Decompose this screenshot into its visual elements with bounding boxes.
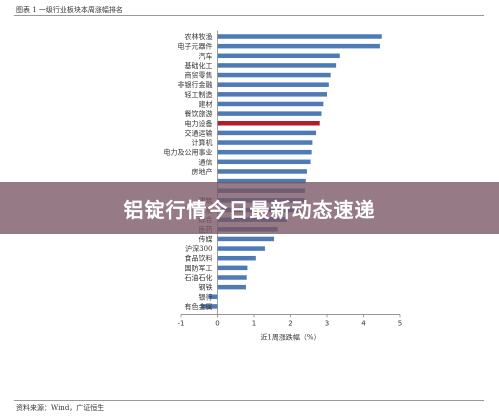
figure-title: 图表 1 一级行业板块本周涨幅排名 xyxy=(16,6,123,14)
bar xyxy=(201,304,218,309)
x-tick-label: 0 xyxy=(215,319,219,327)
bar xyxy=(217,284,246,290)
bar xyxy=(217,246,265,251)
bar xyxy=(217,92,327,97)
category-label: 有色金属 xyxy=(185,302,213,311)
category-label: 沪深300 xyxy=(185,244,212,253)
category-label: 钢铁 xyxy=(199,283,213,292)
bar xyxy=(217,63,337,68)
category-label: 基础化工 xyxy=(185,61,213,70)
bar xyxy=(208,294,218,300)
category-label: 食品饮料 xyxy=(185,254,213,263)
category-label: 国防军工 xyxy=(185,263,213,272)
bar xyxy=(217,34,382,39)
bar xyxy=(217,169,307,174)
bar xyxy=(217,140,313,145)
bar xyxy=(217,236,275,242)
category-label: 餐饮旅游 xyxy=(185,109,213,118)
bar xyxy=(217,265,248,271)
category-label: 电力设备 xyxy=(185,119,213,128)
category-label: 通信 xyxy=(199,157,213,166)
category-label: 房地产 xyxy=(192,167,213,176)
bar xyxy=(217,275,247,280)
category-label: 商贸零售 xyxy=(185,71,213,80)
headline-text: 铝锭行情今日最新动态速递 xyxy=(123,197,376,222)
headline-banner: 铝锭行情今日最新动态速递 xyxy=(0,182,499,234)
category-label: 建材 xyxy=(199,99,213,108)
source-note: 资料来源：Wind，广证恒生 xyxy=(16,404,105,412)
bar xyxy=(217,101,324,107)
bar xyxy=(217,149,312,155)
x-axis-label: 近1周涨跌幅（%） xyxy=(260,332,320,341)
bar xyxy=(217,43,380,49)
category-label: 石油石化 xyxy=(185,273,213,282)
category-label: 计算机 xyxy=(192,138,213,147)
bar xyxy=(217,72,331,78)
bar xyxy=(217,255,256,261)
bar xyxy=(217,130,317,136)
category-label: 汽车 xyxy=(199,51,213,60)
bar xyxy=(217,159,311,165)
category-label: 传媒 xyxy=(199,234,213,243)
x-tick-label: 2 xyxy=(288,319,292,327)
bar xyxy=(217,82,329,87)
category-label: 非银行金融 xyxy=(178,80,213,89)
x-tick-label: 1 xyxy=(252,319,256,327)
x-tick-label: -1 xyxy=(178,319,185,327)
bar xyxy=(217,111,322,116)
category-label: 电力及公用事业 xyxy=(164,148,213,157)
top-rule xyxy=(14,15,484,16)
category-label: 电子元器件 xyxy=(178,42,213,51)
category-label: 轻工制造 xyxy=(185,90,213,99)
category-label: 交通运输 xyxy=(185,128,213,137)
bar xyxy=(217,178,306,184)
bar xyxy=(217,53,340,59)
x-tick-label: 5 xyxy=(398,319,402,327)
category-label: 农林牧渔 xyxy=(185,32,213,41)
x-tick-label: 4 xyxy=(361,319,366,327)
category-label: 银行 xyxy=(199,292,213,301)
x-tick-label: 3 xyxy=(325,319,329,327)
bottom-rule xyxy=(14,400,484,401)
bar xyxy=(217,121,320,126)
